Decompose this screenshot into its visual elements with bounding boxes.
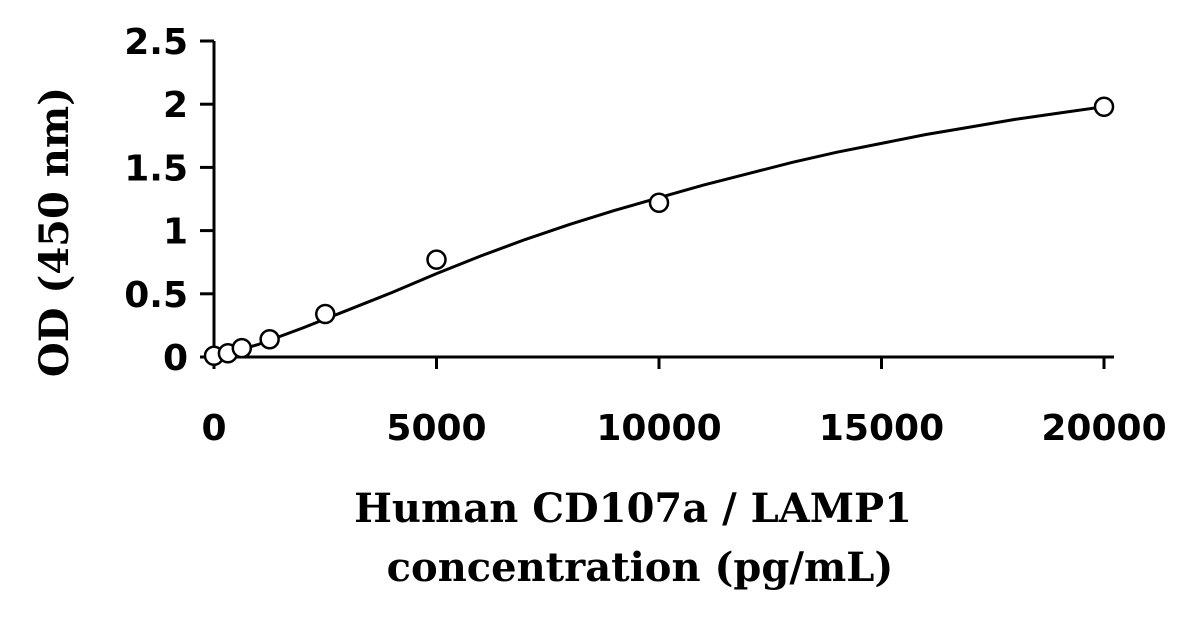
x-axis-title-line-2: concentration (pg/mL) [387, 544, 894, 591]
y-tick-label: 1.5 [124, 148, 188, 189]
data-point [426, 249, 447, 270]
data-points [203, 96, 1115, 366]
x-tick-label: 10000 [596, 408, 721, 449]
x-axis-ticks: 0 5000 10000 15000 20000 [201, 357, 1167, 449]
data-point [1093, 96, 1115, 117]
x-axis-title: Human CD107a / LAMP1 concentration (pg/m… [354, 485, 926, 591]
y-tick-label: 2.5 [124, 22, 188, 63]
x-tick-label: 20000 [1041, 408, 1166, 449]
x-tick-label: 0 [201, 408, 226, 449]
axes [212, 41, 1114, 369]
data-point [315, 303, 336, 325]
y-axis-ticks: 0 0.5 1 1.5 2 2.5 [124, 22, 214, 379]
x-axis-title-line-1: Human CD107a / LAMP1 [354, 485, 912, 532]
data-point [259, 329, 280, 350]
x-tick-label: 5000 [386, 408, 486, 449]
data-point [231, 337, 253, 359]
x-tick-label: 15000 [819, 408, 944, 449]
y-tick-label: 1 [163, 212, 188, 253]
y-tick-label: 2 [163, 85, 188, 126]
y-axis-title: OD (450 nm) [31, 87, 78, 377]
y-tick-label: 0.5 [124, 275, 188, 316]
y-tick-label: 0 [163, 338, 188, 379]
fit-curve [213, 105, 1105, 359]
data-point [648, 192, 670, 214]
